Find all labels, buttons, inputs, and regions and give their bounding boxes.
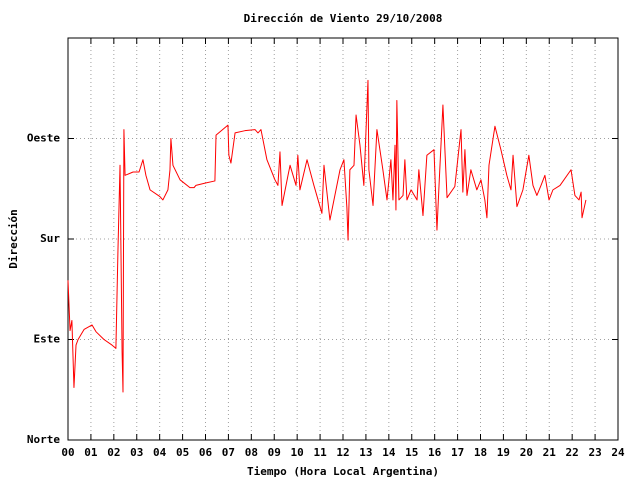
- x-tick-label: 20: [520, 446, 533, 459]
- x-tick-label: 13: [359, 446, 372, 459]
- x-tick-label: 19: [497, 446, 510, 459]
- x-tick-label: 05: [176, 446, 189, 459]
- x-tick-label: 07: [222, 446, 235, 459]
- x-tick-label: 00: [61, 446, 74, 459]
- y-tick-label: Este: [34, 333, 61, 346]
- x-tick-label: 17: [451, 446, 464, 459]
- data-line: [67, 79, 587, 393]
- plot-border: [67, 37, 619, 441]
- x-tick-label: 09: [268, 446, 281, 459]
- x-tick-label: 14: [382, 446, 396, 459]
- x-tick-label: 04: [153, 446, 167, 459]
- x-tick-label: 03: [130, 446, 143, 459]
- x-tick-label: 12: [336, 446, 349, 459]
- x-tick-label: 08: [245, 446, 258, 459]
- x-axis-label: Tiempo (Hora Local Argentina): [247, 465, 439, 478]
- x-tick-label: 24: [611, 446, 625, 459]
- x-tick-label: 06: [199, 446, 213, 459]
- x-tick-label: 01: [84, 446, 98, 459]
- y-tick-label: Norte: [27, 433, 60, 446]
- y-axis-label: Dirección: [7, 209, 20, 269]
- x-tick-label: 22: [566, 446, 579, 459]
- x-tick-label: 10: [291, 446, 304, 459]
- x-tick-label: 15: [405, 446, 418, 459]
- x-tick-label: 23: [588, 446, 601, 459]
- chart-title: Dirección de Viento 29/10/2008: [244, 12, 443, 25]
- y-tick-label: Sur: [40, 232, 60, 245]
- x-tick-label: 11: [313, 446, 327, 459]
- x-tick-label: 16: [428, 446, 442, 459]
- x-tick-label: 02: [107, 446, 120, 459]
- x-tick-label: 21: [543, 446, 557, 459]
- y-tick-label: Oeste: [27, 132, 60, 145]
- x-tick-label: 18: [474, 446, 487, 459]
